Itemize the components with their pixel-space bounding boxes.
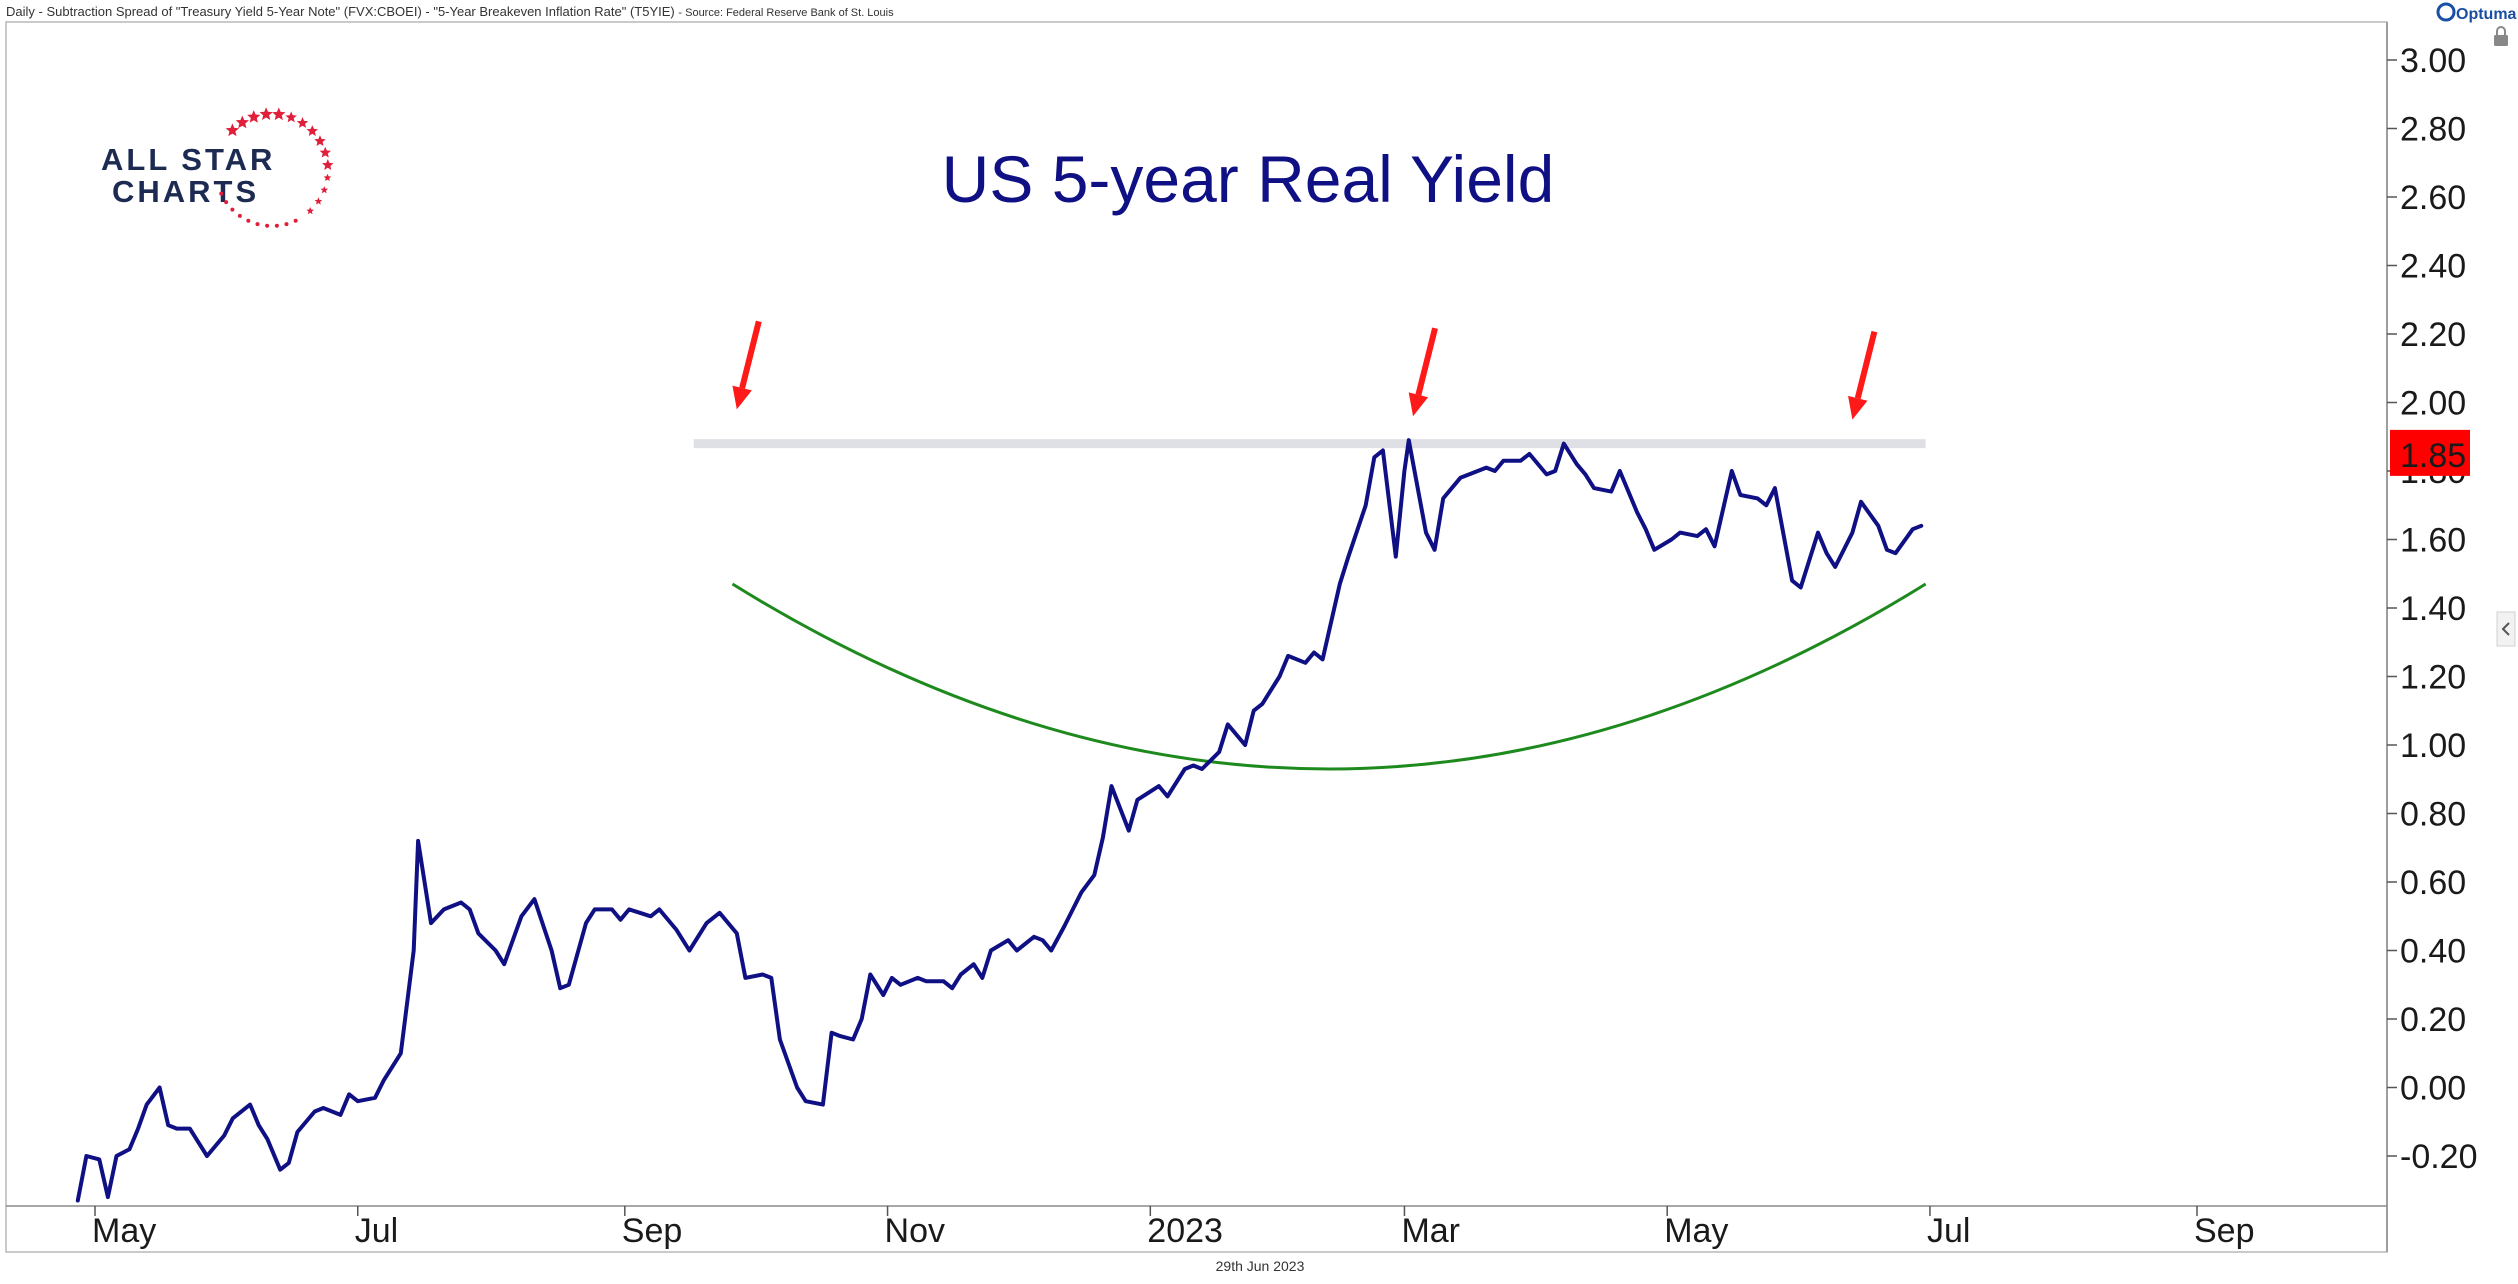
- red-arrow-icon: [1848, 330, 1878, 420]
- last-value-badge: [2390, 429, 2470, 476]
- x-tick-label: Sep: [2194, 1212, 2255, 1250]
- y-tick-label: 2.20: [2400, 316, 2466, 354]
- y-tick-label: 2.00: [2400, 385, 2466, 423]
- logo-dot: [265, 223, 270, 228]
- x-tick-label: Sep: [622, 1212, 683, 1250]
- logo-dot: [224, 200, 229, 205]
- x-axis: May Jul Sep Nov 2023 Mar May Jul Sep: [92, 1206, 2255, 1250]
- y-tick-label: 1.00: [2400, 727, 2466, 765]
- red-arrow-head: [1848, 395, 1868, 420]
- y-tick-label: 3.00: [2400, 42, 2466, 80]
- logo-star: [323, 173, 332, 181]
- logo-star: [259, 107, 273, 120]
- y-tick-label: 0.20: [2400, 1001, 2466, 1039]
- red-arrow-icon: [1408, 327, 1438, 417]
- y-tick-label: 2.80: [2400, 111, 2466, 149]
- x-tick-label: Jul: [355, 1212, 398, 1250]
- logo-dot: [255, 222, 260, 227]
- x-tick-label: Nov: [885, 1212, 945, 1250]
- all-star-charts-logo: ALL STAR CHARTS: [101, 107, 334, 228]
- last-value-label: 1.85: [2400, 437, 2466, 475]
- chart-source: - Source: Federal Reserve Bank of St. Lo…: [678, 7, 894, 19]
- logo-stars: [219, 107, 334, 228]
- y-tick-label: 1.60: [2400, 522, 2466, 560]
- logo-star: [272, 107, 286, 121]
- red-arrow-shaft: [739, 320, 762, 389]
- chevron-left-icon[interactable]: [2496, 611, 2516, 647]
- red-arrow-icon: [732, 320, 762, 410]
- x-tick-label: Mar: [1401, 1212, 1460, 1250]
- optuma-logo-text: Optuma: [2456, 6, 2517, 23]
- series-layer: [75, 438, 1924, 1203]
- logo-star: [225, 123, 240, 137]
- logo-line1: ALL STAR: [101, 142, 275, 177]
- logo-star: [306, 125, 318, 136]
- y-tick-label: 1.40: [2400, 590, 2466, 628]
- logo-star: [320, 186, 329, 194]
- red-arrow-head: [1408, 392, 1429, 417]
- logo-star: [314, 197, 323, 205]
- logo-star: [247, 110, 261, 123]
- logo-star: [319, 146, 331, 158]
- series-line: [75, 438, 1924, 1203]
- x-tick-label: Jul: [1927, 1212, 1970, 1250]
- optuma-logo: Optuma: [2436, 2, 2517, 23]
- last-value-marker: 1.85: [2390, 429, 2470, 476]
- logo-dot: [237, 213, 242, 218]
- y-tick-label: 0.80: [2400, 796, 2466, 834]
- y-tick-label: 2.40: [2400, 248, 2466, 286]
- y-tick-label: 1.20: [2400, 659, 2466, 697]
- red-arrow-head: [732, 385, 752, 410]
- logo-star: [235, 115, 249, 129]
- optuma-logo-mark: [2436, 2, 2456, 22]
- logo-star: [296, 117, 309, 128]
- logo-dot: [284, 222, 289, 227]
- y-tick-label: 0.40: [2400, 933, 2466, 971]
- base-arc: [731, 582, 1927, 771]
- y-tick-label: 2.60: [2400, 179, 2466, 217]
- lock-icon[interactable]: [2494, 26, 2508, 46]
- logo-dot: [230, 207, 235, 212]
- x-tick-label: 2023: [1147, 1212, 1223, 1250]
- logo-star: [306, 207, 314, 215]
- y-tick-label: -0.20: [2400, 1138, 2478, 1176]
- annotations: [693, 320, 1927, 771]
- footer-date: 29th Jun 2023: [1216, 1258, 1305, 1274]
- red-arrow-shaft: [1854, 330, 1878, 400]
- y-tick-label: 0.00: [2400, 1070, 2466, 1108]
- logo-dot: [246, 218, 251, 223]
- logo-star: [322, 159, 334, 170]
- y-axis: 3.002.802.602.402.202.001.801.601.401.20…: [2387, 42, 2478, 1176]
- y-tick-label: 0.60: [2400, 864, 2466, 902]
- logo-dot: [219, 191, 224, 196]
- logo-star: [285, 111, 297, 123]
- x-tick-label: May: [1664, 1212, 1728, 1250]
- red-arrow-shaft: [1415, 327, 1438, 396]
- logo-dot: [293, 218, 298, 223]
- logo-line2: CHARTS: [112, 174, 259, 209]
- chart-title: US 5-year Real Yield: [942, 142, 1555, 216]
- chart-description: Daily - Subtraction Spread of "Treasury …: [6, 4, 894, 19]
- logo-dot: [274, 223, 279, 228]
- logo-star: [314, 135, 326, 146]
- x-tick-label: May: [92, 1212, 156, 1250]
